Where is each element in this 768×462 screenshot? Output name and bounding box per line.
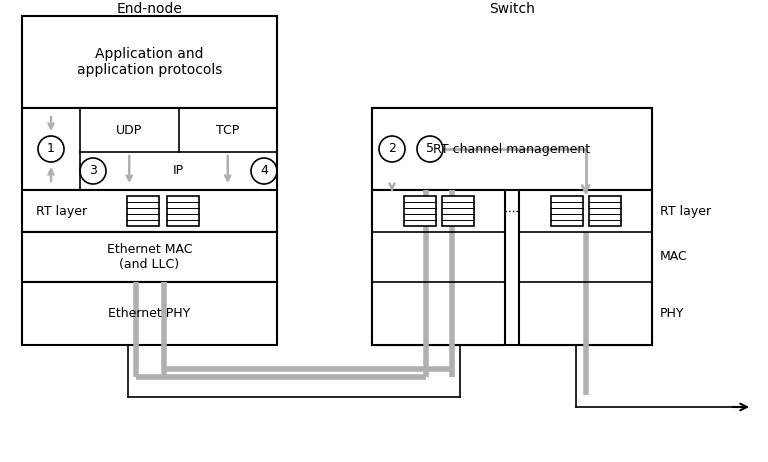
Text: End-node: End-node: [117, 2, 183, 16]
Text: 1: 1: [47, 142, 55, 156]
Text: RT channel management: RT channel management: [433, 142, 591, 156]
Bar: [372, 190, 505, 345]
Bar: [519, 190, 652, 345]
Text: PHY: PHY: [660, 307, 684, 320]
Bar: [22, 16, 277, 108]
Text: 3: 3: [89, 164, 97, 177]
Bar: [588, 196, 621, 226]
Bar: [372, 108, 652, 345]
Bar: [127, 196, 159, 226]
Bar: [442, 196, 474, 226]
Bar: [372, 108, 652, 190]
Text: RT layer: RT layer: [36, 205, 88, 218]
Bar: [551, 196, 582, 226]
Text: Application and
application protocols: Application and application protocols: [77, 47, 222, 77]
Text: TCP: TCP: [216, 123, 240, 136]
Text: UDP: UDP: [116, 123, 142, 136]
Text: Switch: Switch: [489, 2, 535, 16]
Bar: [22, 108, 277, 190]
Bar: [22, 232, 277, 282]
Bar: [167, 196, 199, 226]
Bar: [22, 282, 277, 345]
Text: RT layer: RT layer: [660, 205, 711, 218]
Text: MAC: MAC: [660, 250, 688, 263]
Text: 4: 4: [260, 164, 268, 177]
Text: Ethernet MAC
(and LLC): Ethernet MAC (and LLC): [107, 243, 192, 271]
Bar: [22, 190, 277, 232]
Text: 5: 5: [426, 142, 434, 156]
Text: 2: 2: [388, 142, 396, 156]
Bar: [403, 196, 435, 226]
Text: IP: IP: [173, 164, 184, 177]
Text: Ethernet PHY: Ethernet PHY: [108, 307, 190, 320]
